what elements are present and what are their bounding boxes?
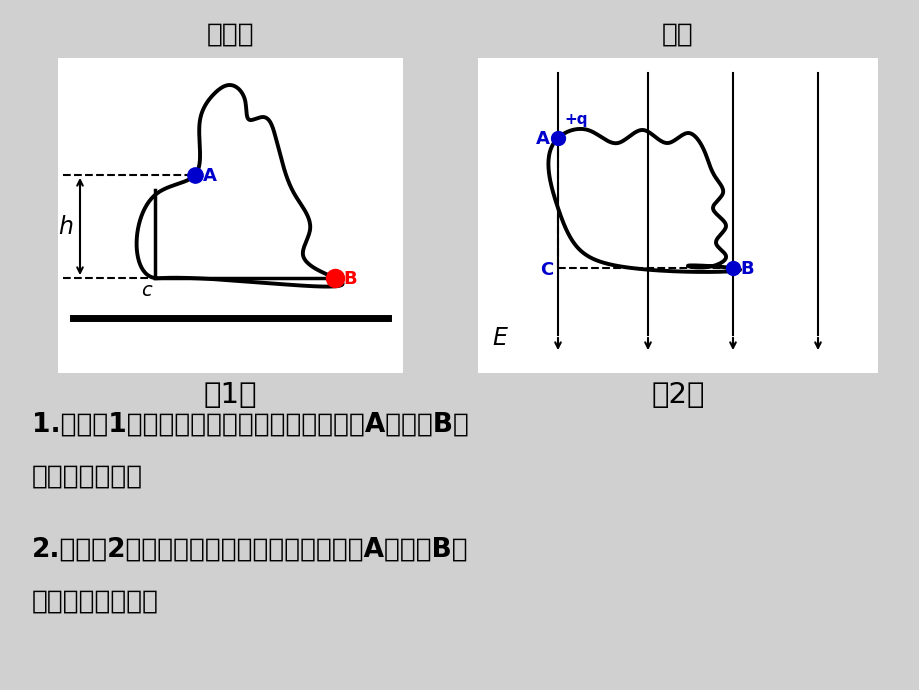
Text: 重力场: 重力场 <box>207 22 254 48</box>
Text: 电场: 电场 <box>662 22 693 48</box>
Text: 2.如图（2），分别沿三个不同路径，小球从A运动到B，: 2.如图（2），分别沿三个不同路径，小球从A运动到B， <box>32 537 468 563</box>
Text: +q: +q <box>563 112 587 127</box>
Text: B: B <box>343 270 357 288</box>
Text: h: h <box>59 215 74 239</box>
Text: A: A <box>536 130 550 148</box>
Text: 电场力做功多大？: 电场力做功多大？ <box>32 589 159 615</box>
Text: B: B <box>739 260 753 278</box>
Bar <box>58 58 403 373</box>
Text: c: c <box>142 281 152 300</box>
Text: E: E <box>492 326 507 350</box>
Text: 1.如图（1），分别沿三个不同路径，小球从A运动到B，: 1.如图（1），分别沿三个不同路径，小球从A运动到B， <box>32 412 469 438</box>
Bar <box>478 58 877 373</box>
Text: （1）: （1） <box>203 381 257 409</box>
Text: A: A <box>203 167 217 185</box>
Text: （2）: （2） <box>651 381 704 409</box>
Text: 重力做功多大？: 重力做功多大？ <box>32 464 143 490</box>
Text: C: C <box>539 261 552 279</box>
